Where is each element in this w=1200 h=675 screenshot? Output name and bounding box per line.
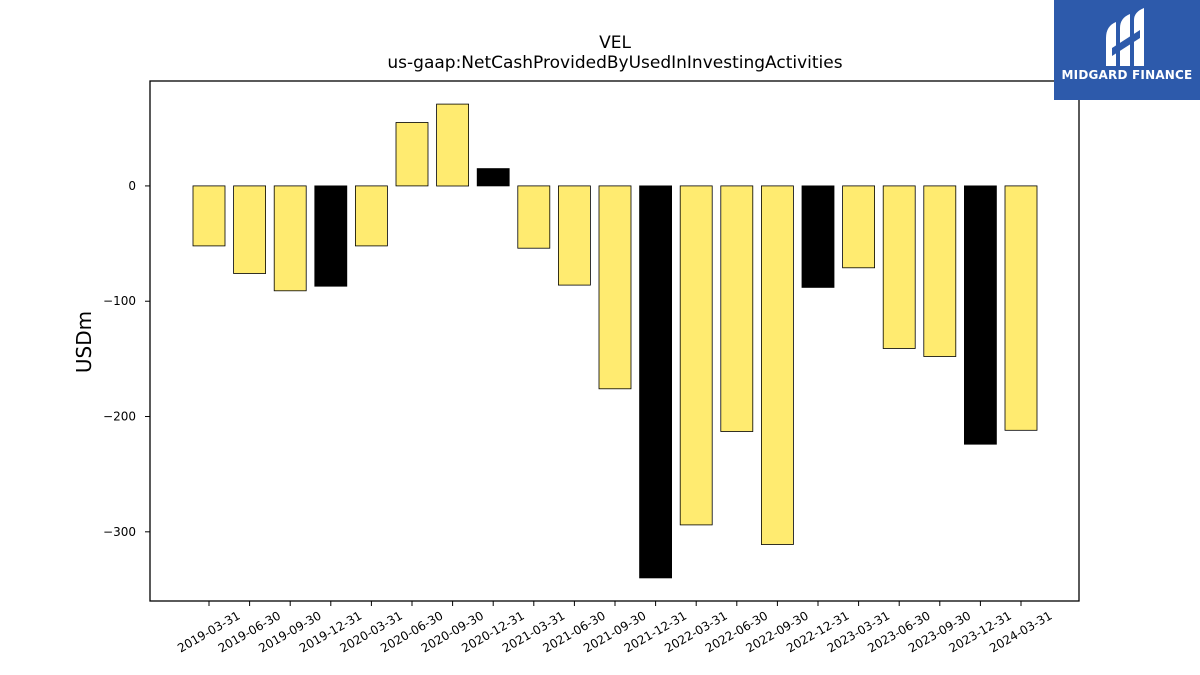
bar [233,185,267,274]
bar [476,168,510,187]
y-axis-label: USDm [72,311,96,373]
bar [761,185,794,545]
brand-name: MIDGARD FINANCE [1061,68,1193,82]
y-tick-label: 0 [128,179,136,193]
bar [720,185,754,432]
bar [273,185,307,292]
bar [801,185,835,288]
bar [598,185,632,390]
chart-subtitle: us-gaap:NetCashProvidedByUsedInInvesting… [387,53,842,73]
bar [192,185,226,247]
bar [395,122,429,187]
bar [923,185,957,357]
bar [436,103,470,187]
bar [679,185,713,526]
bar [639,185,672,579]
chart-title: VEL [599,33,631,53]
bar [558,185,591,286]
bars-group [192,103,1038,579]
y-tick-label: −300 [103,525,136,539]
bar [517,185,551,249]
y-ticks-group: 0 −100 −200 −300 [103,179,150,539]
bar [1004,185,1038,431]
bar [964,185,997,445]
y-tick-label: −200 [103,410,136,424]
y-tick-label: −100 [103,294,136,308]
bar [354,185,388,247]
midgard-m-logo-icon [1106,8,1144,66]
brand-logo: MIDGARD FINANCE [1054,0,1200,100]
bar [314,185,348,287]
bar [882,185,916,349]
plot-frame [149,80,1080,602]
bar [842,185,875,269]
x-ticks-group: 2019-03-312019-06-302019-09-302019-12-31… [175,601,1055,655]
